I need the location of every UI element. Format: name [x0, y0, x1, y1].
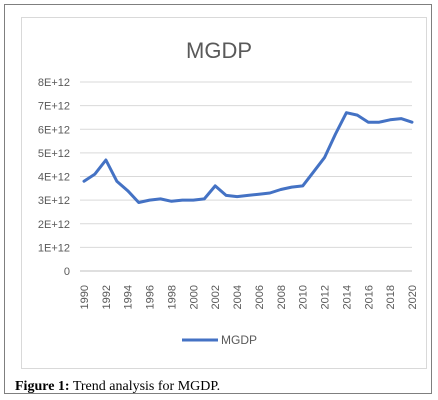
y-tick-labels: 0 1E+12 2E+12 3E+12 4E+12 5E+12 6E+12 7E+12 8E+1…: [38, 77, 70, 278]
x-tick-label: 2014: [341, 285, 353, 309]
y-tick-label: 3E+12: [38, 195, 70, 207]
y-tick-label: 7E+12: [38, 101, 70, 113]
x-tick-label: 2002: [210, 285, 222, 309]
gridlines: [80, 81, 412, 272]
x-tick-label: 2008: [276, 285, 288, 309]
x-tick-label: 2000: [188, 285, 200, 309]
x-tick-labels: 1990 1992 1994 1996 1998 2000 2002 2004 2006 2008…: [79, 285, 419, 309]
legend-label: MGDP: [221, 333, 257, 347]
x-tick-label: 2012: [320, 285, 332, 309]
chart-area: MGDP 0 1E+12 2E+12 3E+12 4E+12 5E+12 6E+12 7E+1…: [21, 17, 427, 369]
y-tick-label: 8E+12: [38, 77, 70, 89]
x-tick-label: 1998: [166, 285, 178, 309]
series-layer: [82, 111, 414, 204]
y-tick-label: 2E+12: [38, 219, 70, 231]
x-tick-label: 2004: [232, 285, 244, 309]
y-tick-label: 4E+12: [38, 172, 70, 184]
legend: MGDP: [182, 333, 257, 347]
x-tick-label: 2016: [363, 285, 375, 309]
figure-frame: MGDP 0 1E+12 2E+12 3E+12 4E+12 5E+12 6E+12 7E+1…: [4, 4, 432, 394]
line-chart: MGDP 0 1E+12 2E+12 3E+12 4E+12 5E+12 6E+12 7E+1…: [38, 38, 419, 347]
series-line: [82, 111, 414, 204]
x-tick-label: 2018: [385, 285, 397, 309]
caption-label: Figure 1:: [15, 379, 70, 394]
y-tick-label: 6E+12: [38, 124, 70, 136]
figure-caption: Figure 1: Trend analysis for MGDP.: [15, 379, 435, 397]
x-tick-label: 1990: [79, 285, 91, 309]
x-tick-label: 1996: [145, 285, 157, 309]
x-tick-label: 1994: [123, 285, 135, 309]
caption-text: Trend analysis for MGDP.: [69, 379, 221, 394]
x-tick-label: 2010: [298, 285, 310, 309]
x-tick-label: 1992: [101, 285, 113, 309]
y-tick-label: 1E+12: [38, 242, 70, 254]
y-tick-label: 5E+12: [38, 148, 70, 160]
x-tick-label: 2006: [254, 285, 266, 309]
y-tick-label: 0: [64, 266, 70, 278]
x-tick-label: 2020: [407, 285, 419, 309]
chart-title: MGDP: [186, 38, 252, 63]
